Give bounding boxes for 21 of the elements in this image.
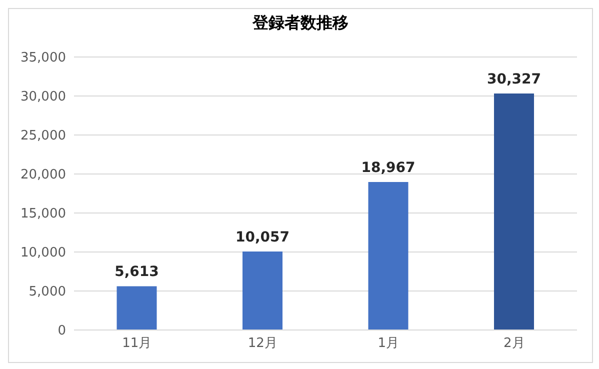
data-label: 10,057	[235, 230, 290, 246]
y-tick-label: 5,000	[28, 284, 66, 300]
y-tick-label: 10,000	[20, 246, 66, 261]
y-tick-label: 25,000	[20, 128, 66, 144]
x-tick-label: 11月	[122, 336, 152, 352]
x-tick-label: 1月	[378, 336, 400, 352]
data-label: 30,327	[486, 71, 542, 88]
y-tick-label: 15,000	[20, 206, 66, 222]
bar	[242, 252, 283, 330]
data-label: 18,967	[361, 160, 416, 176]
y-tick-label: 35,000	[20, 50, 66, 66]
y-tick-label: 0	[58, 324, 66, 339]
y-tick-label: 20,000	[20, 168, 66, 183]
x-tick-label: 12月	[248, 336, 278, 352]
bar	[116, 286, 157, 330]
data-label: 5,613	[114, 264, 159, 280]
y-tick-label: 30,000	[20, 90, 66, 105]
chart-title: 登録者数推移	[251, 12, 350, 34]
bar	[494, 93, 534, 330]
bar	[368, 182, 408, 330]
x-tick-label: 2月	[503, 336, 525, 352]
